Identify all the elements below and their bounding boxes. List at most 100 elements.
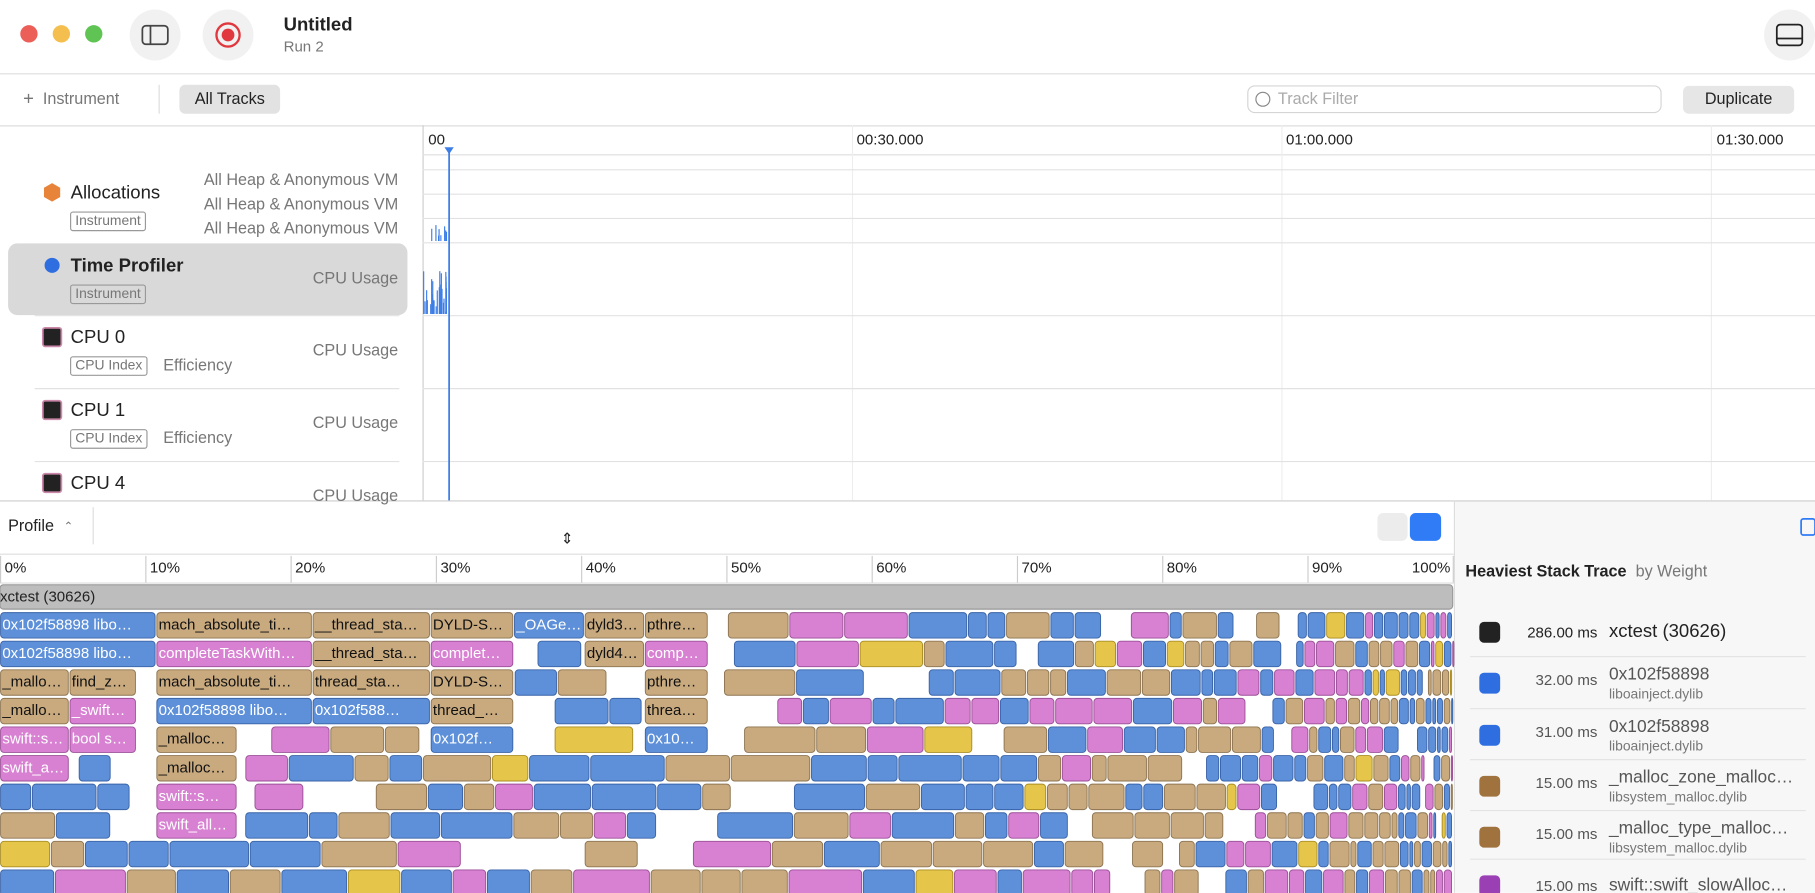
call-tree-button[interactable] — [1377, 513, 1408, 541]
flame-frame — [1264, 869, 1289, 893]
flame-frame — [1201, 669, 1214, 696]
frame-icon — [1479, 621, 1501, 643]
flame-graph-button[interactable] — [1409, 513, 1442, 541]
split-handle[interactable]: ⇕ — [561, 531, 574, 548]
flame-frame — [1006, 612, 1050, 639]
minimize-button[interactable] — [52, 25, 71, 43]
duplicate-button[interactable] — [1683, 85, 1795, 114]
flame-frame — [1024, 783, 1047, 811]
flame-frame — [1130, 612, 1169, 639]
flame-label: 0x102f588… — [315, 702, 400, 719]
record-dot — [221, 28, 235, 42]
flame-frame — [1093, 697, 1133, 725]
flame-frame — [1398, 697, 1409, 725]
flame-frame — [1443, 869, 1452, 893]
flame-frame — [915, 869, 954, 893]
flame-frame — [1435, 869, 1443, 893]
flame-frame — [1409, 612, 1420, 639]
duplicate-label: Duplicate — [1705, 90, 1773, 108]
flame-frame — [965, 783, 994, 811]
flame-frame — [859, 640, 923, 668]
track-detail: All Heap & Anonymous VM — [204, 171, 398, 189]
track-filter[interactable] — [1247, 85, 1662, 114]
sidebar-toggle[interactable] — [129, 9, 181, 61]
percent-label: 10% — [150, 560, 180, 577]
percent-label: 70% — [1022, 560, 1052, 577]
flame-frame — [1416, 669, 1423, 696]
flame-frame — [1355, 640, 1368, 668]
flame-frame — [397, 840, 461, 868]
flame-label: find_z… — [72, 673, 127, 690]
flame-frame — [1329, 812, 1348, 839]
close-button[interactable] — [20, 25, 38, 43]
add-instrument[interactable]: Instrument — [43, 90, 120, 108]
timeline-tick: 01:00.000 — [1286, 131, 1353, 148]
flame-frame — [1182, 612, 1217, 639]
flame-frame — [1384, 840, 1400, 868]
flame-frame — [338, 812, 390, 839]
plus-icon: + — [23, 88, 34, 109]
flame-frame — [880, 840, 932, 868]
flame-frame — [312, 612, 430, 639]
flame-frame — [1443, 783, 1450, 811]
flame-frame — [513, 812, 560, 839]
flame-frame — [156, 812, 237, 839]
flame-frame — [1340, 726, 1355, 753]
flame-frame — [347, 869, 401, 893]
flame-frame — [0, 640, 156, 668]
flame-frame — [1450, 783, 1453, 811]
flame-frame — [1245, 840, 1271, 868]
flame-label: _mallo… — [1, 673, 61, 690]
flame-frame — [1008, 812, 1040, 839]
flame-frame — [1421, 840, 1432, 868]
flame-frame — [626, 812, 657, 839]
flame-frame — [514, 612, 584, 639]
flame-frame — [452, 869, 487, 893]
track-tag: CPU Index — [75, 430, 142, 446]
flame-label: pthre… — [647, 673, 696, 690]
flame-frame — [1338, 783, 1352, 811]
track-detail: All Heap & Anonymous VM — [204, 220, 398, 238]
flame-frame — [31, 783, 97, 811]
flame-frame — [1040, 812, 1068, 839]
flame-frame — [1411, 869, 1423, 893]
root-label: xctest (30626) — [0, 589, 95, 606]
flame-frame — [50, 840, 85, 868]
flame-frame — [560, 812, 593, 839]
flame-frame — [1447, 612, 1452, 639]
flame-frame — [430, 697, 514, 725]
flame-label: 0x102f58898 libo… — [2, 616, 132, 633]
track-detail: All Heap & Anonymous VM — [204, 195, 398, 213]
flame-frame — [1370, 697, 1379, 725]
all-tracks-button[interactable] — [179, 84, 281, 114]
flame-frame — [1026, 669, 1050, 696]
flame-frame — [486, 869, 530, 893]
panel-toggle[interactable] — [1764, 9, 1815, 61]
flame-frame — [1291, 726, 1309, 753]
flame-frame — [644, 726, 708, 753]
flame-frame — [0, 726, 69, 753]
percent-label: 30% — [440, 560, 470, 577]
flame-label: _malloc… — [158, 731, 226, 748]
flame-frame — [1415, 697, 1425, 725]
zoom-button[interactable] — [85, 25, 103, 43]
flame-frame — [1452, 640, 1455, 668]
flame-frame — [717, 812, 794, 839]
flame-frame — [1033, 840, 1064, 868]
flame-frame — [727, 612, 789, 639]
flame-frame — [994, 640, 1017, 668]
flame-frame — [1116, 640, 1143, 668]
flame-frame — [0, 840, 51, 868]
inspector-icon[interactable] — [1800, 517, 1815, 536]
flame-label: mach_absolute_ti… — [159, 616, 292, 633]
flame-frame — [945, 640, 994, 668]
frame-weight: 15.00 ms — [1536, 878, 1598, 893]
root-frame — [0, 584, 1454, 610]
profile-mode[interactable]: Profile — [8, 517, 54, 535]
flame-frame — [0, 612, 156, 639]
flame-frame — [1237, 783, 1261, 811]
flame-frame — [84, 840, 128, 868]
flame-frame — [389, 755, 423, 782]
flame-frame — [1169, 612, 1182, 639]
flame-frame — [0, 755, 69, 782]
